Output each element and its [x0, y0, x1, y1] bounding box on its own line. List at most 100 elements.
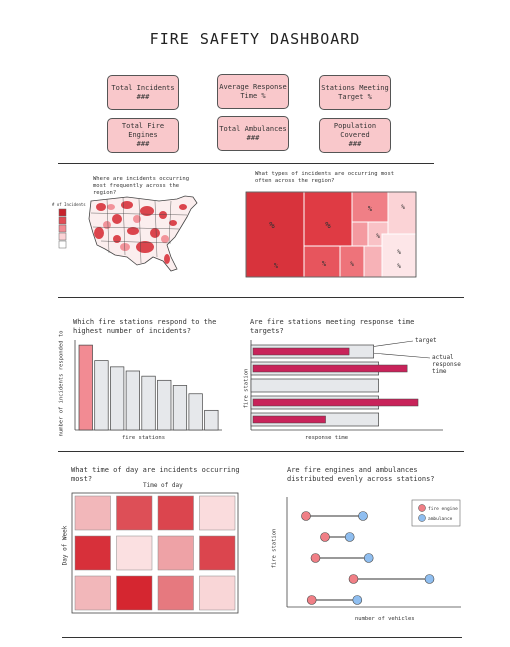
map-legend-title: # of Incidents	[52, 202, 86, 207]
stations-ylabel: number of incidents responded to	[58, 330, 65, 437]
treemap-label: %	[368, 205, 373, 213]
heatmap-ylabel: Day of Week	[61, 525, 69, 566]
treemap-cell	[303, 191, 353, 247]
dumbbell-xlabel: number of vehicles	[355, 616, 415, 622]
heatmap-cell	[199, 575, 236, 611]
legend-label: ambulance	[428, 516, 453, 522]
divider	[58, 297, 464, 298]
bar	[157, 379, 172, 431]
kpi-total-fire-engines: Total Fire Engines ###	[107, 118, 179, 153]
heatmap-cell	[157, 575, 194, 611]
kpi-label: Average Response Time %	[219, 82, 287, 100]
fire-engine-point	[306, 595, 317, 605]
us-map	[88, 195, 198, 272]
legend-label: fire engine	[428, 506, 458, 512]
bar	[78, 344, 93, 431]
heatmap-question: What time of day are incidents occurring…	[71, 466, 240, 483]
bar	[94, 360, 109, 431]
heatmap-cell	[157, 495, 194, 531]
targets-xlabel: response time	[305, 435, 349, 441]
bar	[204, 409, 219, 431]
actual-bar	[252, 398, 419, 407]
ambulance-point	[363, 553, 374, 563]
targets-chart	[250, 340, 443, 431]
treemap-label: %	[325, 221, 331, 231]
heatmap-xlabel: Time of day	[143, 482, 183, 489]
treemap-label: %	[397, 263, 401, 270]
kpi-label: Total Ambulances	[219, 124, 287, 133]
treemap-label: %	[376, 233, 380, 240]
dumbbell-chart: fire engine ambulance	[286, 497, 461, 608]
ambulance-point	[424, 574, 435, 584]
kpi-label: Stations Meeting Target %	[321, 83, 389, 101]
actual-bar	[252, 347, 350, 356]
kpi-value: ###	[136, 92, 150, 101]
fire-engine-point	[320, 532, 330, 542]
heatmap-cell	[74, 495, 111, 531]
divider	[62, 637, 462, 638]
treemap-label: %	[397, 249, 401, 256]
legend-marker	[418, 504, 426, 512]
actual-bar	[252, 364, 408, 373]
heatmap-cell	[199, 495, 236, 531]
kpi-label: Population Covered	[333, 122, 377, 139]
kpi-value: ###	[246, 133, 260, 142]
divider	[58, 451, 464, 452]
treemap-label: %	[274, 262, 279, 270]
fire-engine-point	[348, 574, 359, 584]
kpi-stations-meeting-target: Stations Meeting Target %	[319, 75, 391, 110]
divider	[58, 163, 434, 164]
ambulance-point	[352, 595, 363, 605]
heatmap-cell	[74, 575, 111, 611]
treemap-cell	[303, 245, 341, 278]
kpi-value: ###	[136, 140, 150, 148]
heatmap-cell	[116, 575, 153, 611]
bar	[188, 393, 203, 431]
stations-question: Which fire stations respond to the highe…	[73, 318, 217, 335]
treemap-cell	[363, 245, 383, 278]
heatmap-cell	[116, 495, 153, 531]
fire-engine-point	[301, 511, 311, 521]
kpi-label: Total Fire Engines	[121, 122, 165, 139]
treemap: % % % % % % % % % %	[245, 191, 417, 278]
map-question: Where are incidents occurring most frequ…	[93, 176, 190, 196]
treemap-label: %	[401, 204, 405, 211]
kpi-value: ###	[348, 140, 362, 148]
ambulance-point	[358, 511, 368, 521]
kpi-average-response: Average Response Time %	[217, 74, 289, 109]
treemap-question: What types of incidents are occurring mo…	[255, 171, 395, 184]
treemap-label: %	[269, 221, 275, 231]
treemap-label: %	[322, 260, 327, 268]
legend-marker	[418, 514, 426, 522]
heatmap-chart	[71, 492, 239, 614]
bar	[110, 366, 125, 431]
targets-annot-target: target	[415, 337, 437, 344]
kpi-total-ambulances: Total Ambulances ###	[217, 116, 289, 151]
heatmap-cell	[199, 535, 236, 571]
kpi-total-incidents: Total Incidents ###	[107, 75, 179, 110]
stations-xlabel: fire stations	[122, 435, 166, 441]
page-title: FIRE SAFETY DASHBOARD	[149, 30, 361, 48]
heatmap-cell	[116, 535, 153, 571]
dumbbell-question: Are fire engines and ambulances distribu…	[287, 466, 435, 483]
targets-annot-actual: actual response time	[432, 354, 461, 375]
bar	[141, 375, 156, 431]
ambulance-point	[344, 532, 355, 542]
treemap-label: %	[350, 261, 354, 268]
treemap-cell	[387, 191, 417, 235]
annotation-line	[369, 340, 414, 348]
kpi-population-covered: Population Covered ###	[319, 118, 391, 153]
targets-question: Are fire stations meeting response time …	[250, 318, 415, 335]
bar	[125, 370, 140, 431]
dumbbell-ylabel: fire station	[271, 528, 278, 569]
kpi-label: Total Incidents	[111, 83, 175, 92]
stations-chart	[74, 340, 222, 431]
map-legend	[58, 208, 67, 249]
heatmap-cell	[157, 535, 194, 571]
bar	[172, 385, 188, 431]
fire-engine-point	[310, 553, 321, 563]
target-bar	[250, 378, 379, 393]
treemap-cell	[381, 233, 417, 278]
actual-bar	[252, 415, 326, 424]
dumbbell-legend: fire engine ambulance	[411, 499, 461, 527]
